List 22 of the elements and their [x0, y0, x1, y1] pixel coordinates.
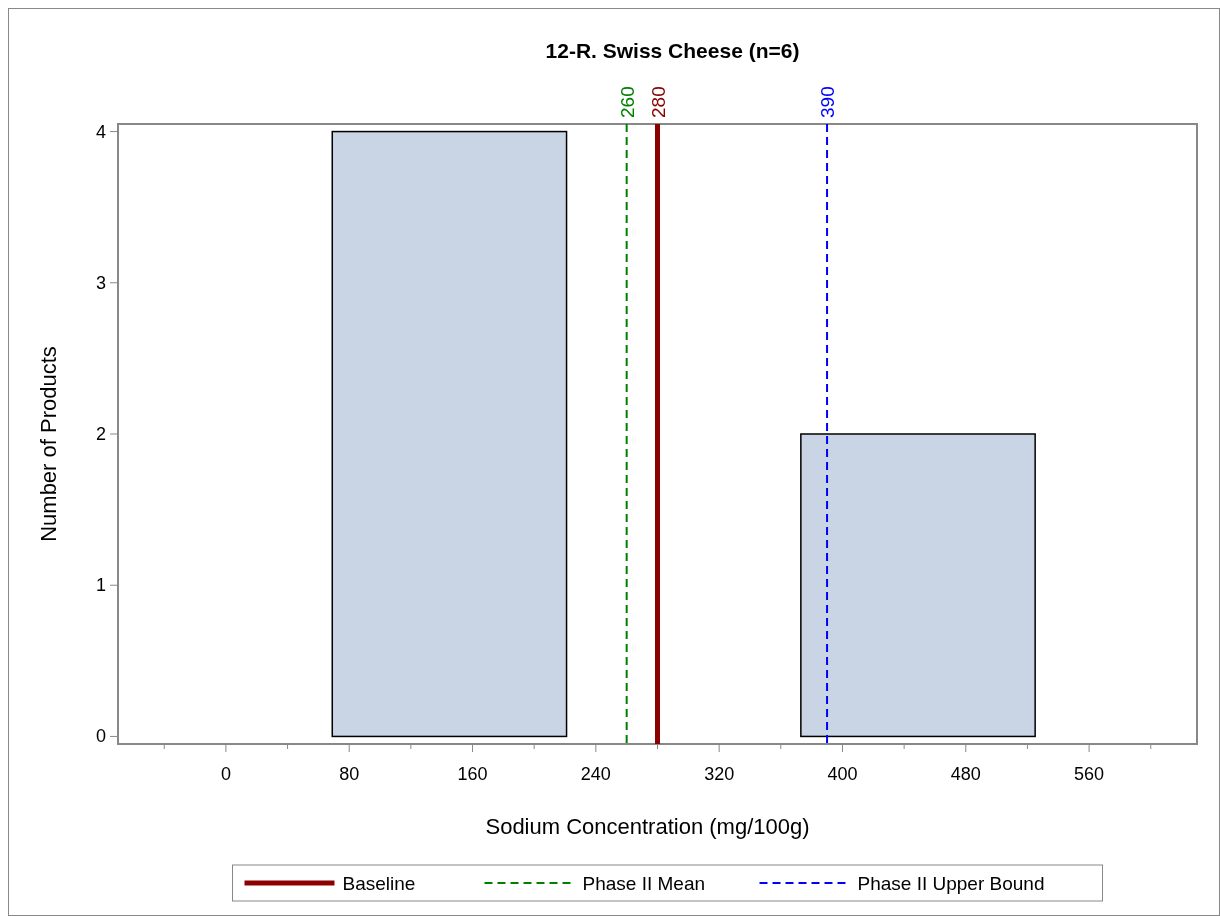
x-tick-label: 400 [827, 764, 858, 784]
x-tick-label: 0 [220, 764, 231, 784]
text: 390 [817, 86, 839, 118]
x-tick-label: 320 [704, 764, 735, 784]
x-tick-label: 480 [950, 764, 981, 784]
chart-title: 12-R. Swiss Cheese (n=6) [545, 39, 800, 62]
legend-label: Baseline [342, 873, 416, 894]
legend-label: Phase II Mean [582, 873, 706, 894]
y-tick-label: 1 [95, 575, 106, 596]
x-tick-label: 160 [457, 764, 488, 784]
x-axis-title: Sodium Concentration (mg/100g) [485, 814, 810, 839]
y-tick-label: 2 [95, 424, 106, 444]
y-tick-label: 4 [95, 121, 106, 142]
x-tick-label: 240 [580, 764, 611, 784]
y-tick-label: 3 [95, 272, 106, 293]
y-tick-label: 0 [95, 726, 106, 747]
x-tick-label: 80 [339, 764, 360, 784]
x-tick-label: 560 [1074, 764, 1105, 784]
text: 280 [647, 86, 669, 118]
text: 260 [616, 86, 638, 118]
legend-label: Phase II Upper Bound [857, 873, 1045, 894]
y-axis-title: Number of Products [36, 346, 61, 542]
